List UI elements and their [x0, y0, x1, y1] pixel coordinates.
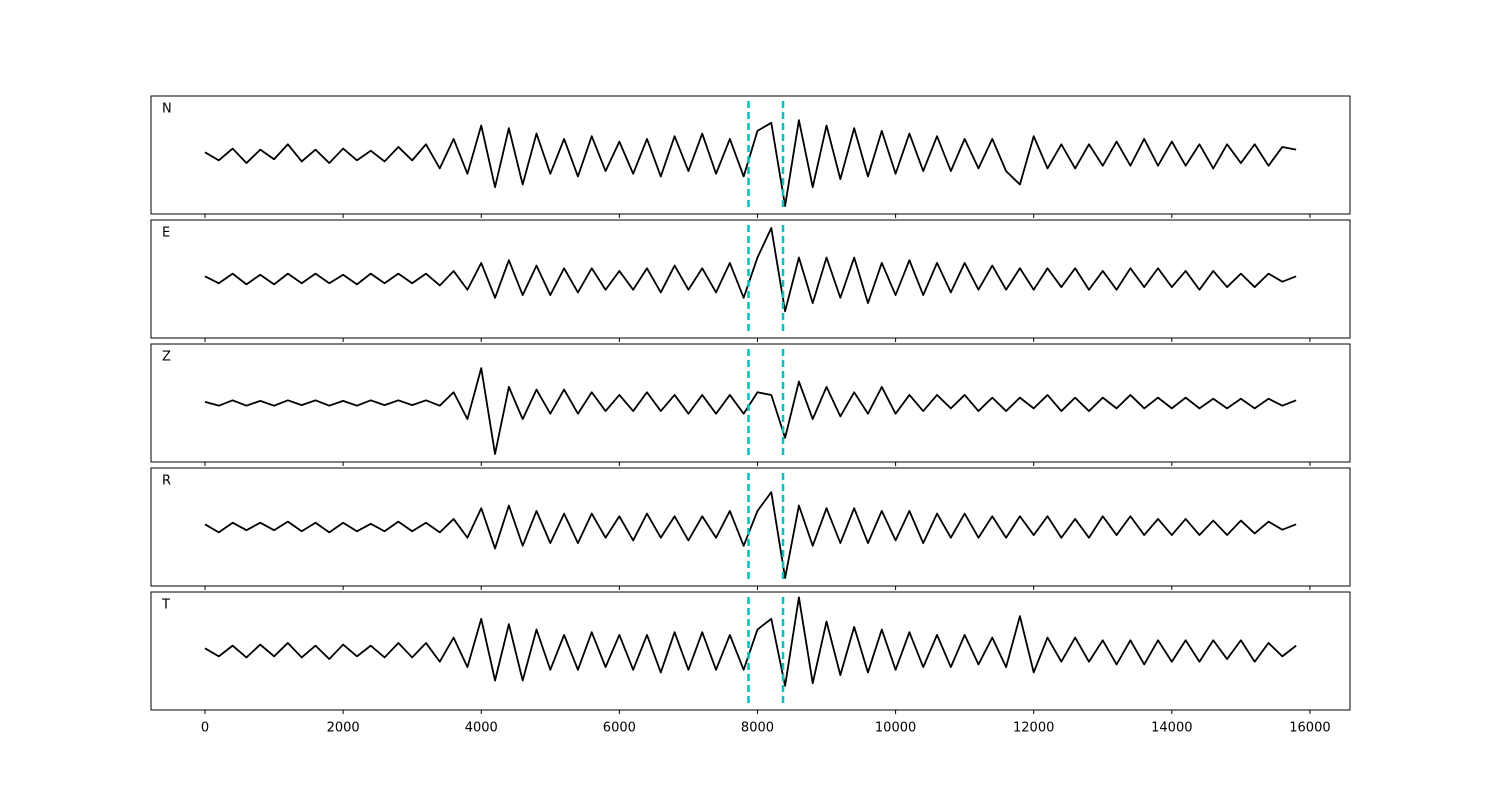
panel-label: N: [162, 102, 172, 117]
waveform: [204, 367, 1297, 455]
x-tick-label: 4000: [465, 721, 498, 736]
waveform: [204, 227, 1297, 313]
x-tick-label: 16000: [1289, 721, 1330, 736]
x-tick-label: 6000: [603, 721, 636, 736]
panel-label: R: [162, 474, 171, 489]
x-tick-label: 10000: [875, 721, 916, 736]
panel-frame: [150, 591, 1351, 711]
waveform: [204, 596, 1297, 687]
panel-frame: [150, 467, 1351, 587]
panel-frame: [150, 343, 1351, 463]
waveform: [204, 119, 1297, 207]
panel-frame: [150, 219, 1351, 339]
panel-frame: [150, 95, 1351, 215]
panel-label: E: [162, 226, 170, 241]
x-tick-label: 8000: [741, 721, 774, 736]
x-tick-label: 2000: [327, 721, 360, 736]
waveform: [204, 491, 1297, 579]
panel-label: T: [161, 598, 170, 613]
panel-label: Z: [162, 350, 171, 365]
x-tick-label: 14000: [1151, 721, 1192, 736]
x-tick-label: 12000: [1013, 721, 1054, 736]
x-tick-label: 0: [201, 721, 209, 736]
